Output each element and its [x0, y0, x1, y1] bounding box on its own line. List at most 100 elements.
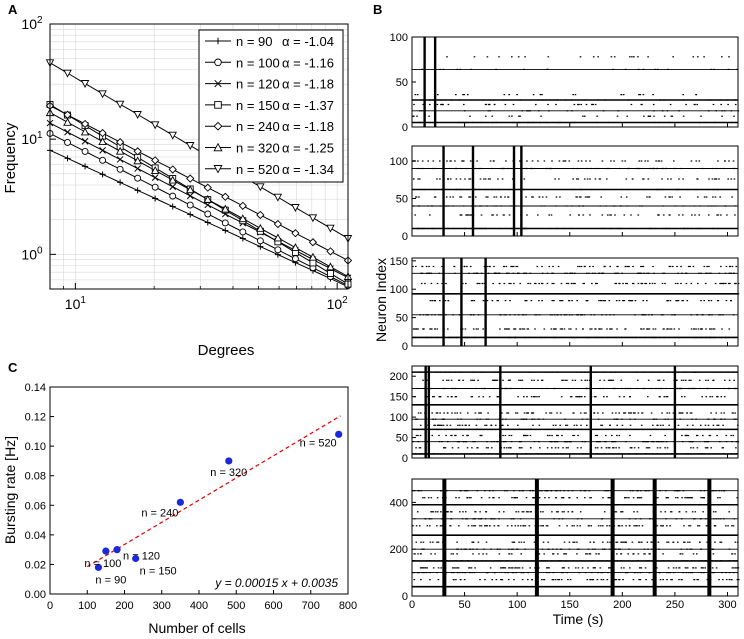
spike: [455, 579, 457, 581]
spike: [610, 56, 613, 58]
spike: [429, 300, 432, 302]
spike: [439, 178, 441, 180]
spike: [496, 379, 499, 381]
spike: [696, 434, 698, 437]
spike: [666, 447, 669, 449]
spike: [424, 567, 427, 569]
spike: [516, 94, 518, 96]
spike: [552, 282, 555, 285]
spike: [711, 567, 714, 569]
spike: [729, 282, 731, 285]
spike: [504, 567, 507, 569]
spike: [545, 196, 548, 198]
spike: [515, 412, 517, 414]
spike: [564, 160, 567, 162]
spike: [671, 579, 673, 581]
spike: [712, 379, 714, 381]
spike: [613, 160, 615, 162]
spike: [462, 282, 464, 285]
spike: [427, 497, 430, 499]
spike: [431, 511, 433, 513]
spike: [498, 553, 501, 555]
spike: [625, 525, 627, 527]
spike: [447, 300, 449, 302]
series-marker: [152, 195, 159, 202]
spike: [491, 447, 493, 449]
spike: [602, 412, 604, 414]
spike: [467, 525, 470, 527]
spike: [487, 447, 489, 449]
spike: [632, 282, 635, 285]
y-tick-label: 0.00: [25, 589, 46, 601]
spike: [678, 567, 681, 569]
spike: [615, 511, 618, 513]
spike: [682, 115, 685, 117]
spike: [682, 541, 685, 543]
series-marker: [221, 192, 230, 201]
spike: [646, 196, 648, 198]
spike: [684, 567, 687, 569]
spike: [538, 396, 540, 398]
spike: [637, 553, 640, 555]
spike: [603, 300, 605, 302]
spike: [438, 434, 440, 437]
spike: [606, 396, 608, 398]
series-marker: [99, 171, 106, 178]
spike: [584, 115, 586, 117]
spike: [686, 497, 688, 499]
spike: [513, 282, 515, 285]
spike: [500, 579, 502, 581]
spike: [524, 56, 526, 58]
spike: [512, 103, 515, 106]
y-tick-label: 400: [390, 497, 408, 509]
spike: [711, 396, 714, 398]
spike: [423, 497, 426, 499]
spike: [618, 396, 621, 398]
y-tick-label: 0: [402, 122, 408, 134]
spike: [516, 412, 519, 414]
spike: [561, 328, 563, 330]
spike: [548, 265, 551, 268]
spike: [558, 525, 561, 527]
spike: [660, 511, 662, 513]
spike: [607, 379, 610, 381]
spike: [663, 328, 665, 330]
spike: [498, 56, 500, 58]
spike: [469, 115, 471, 117]
spike: [414, 553, 416, 555]
spike: [417, 412, 420, 414]
series-marker: [238, 201, 247, 210]
spike: [651, 579, 653, 581]
spike: [503, 282, 506, 285]
spike: [728, 56, 730, 58]
spike: [583, 178, 586, 180]
spike: [432, 160, 435, 162]
spike: [525, 300, 528, 302]
spike: [559, 424, 561, 426]
spike: [529, 434, 532, 437]
spike: [516, 497, 518, 499]
spike: [682, 94, 684, 96]
spike: [513, 541, 516, 543]
y-tick-label: 100: [390, 412, 408, 424]
spike: [520, 553, 522, 555]
spike: [593, 396, 596, 398]
spike: [669, 300, 672, 302]
spike: [517, 567, 519, 569]
spike: [434, 553, 436, 555]
spike: [689, 541, 691, 543]
series-marker: [239, 228, 247, 236]
spike: [626, 115, 628, 117]
spike: [708, 214, 710, 216]
spike: [613, 447, 615, 449]
spike: [441, 103, 444, 106]
spike: [736, 497, 738, 499]
spike: [562, 497, 564, 499]
burst: [534, 479, 539, 596]
spike: [507, 196, 510, 198]
spike: [681, 300, 683, 302]
spike: [574, 379, 577, 381]
spike: [511, 541, 514, 543]
spike: [720, 214, 722, 216]
